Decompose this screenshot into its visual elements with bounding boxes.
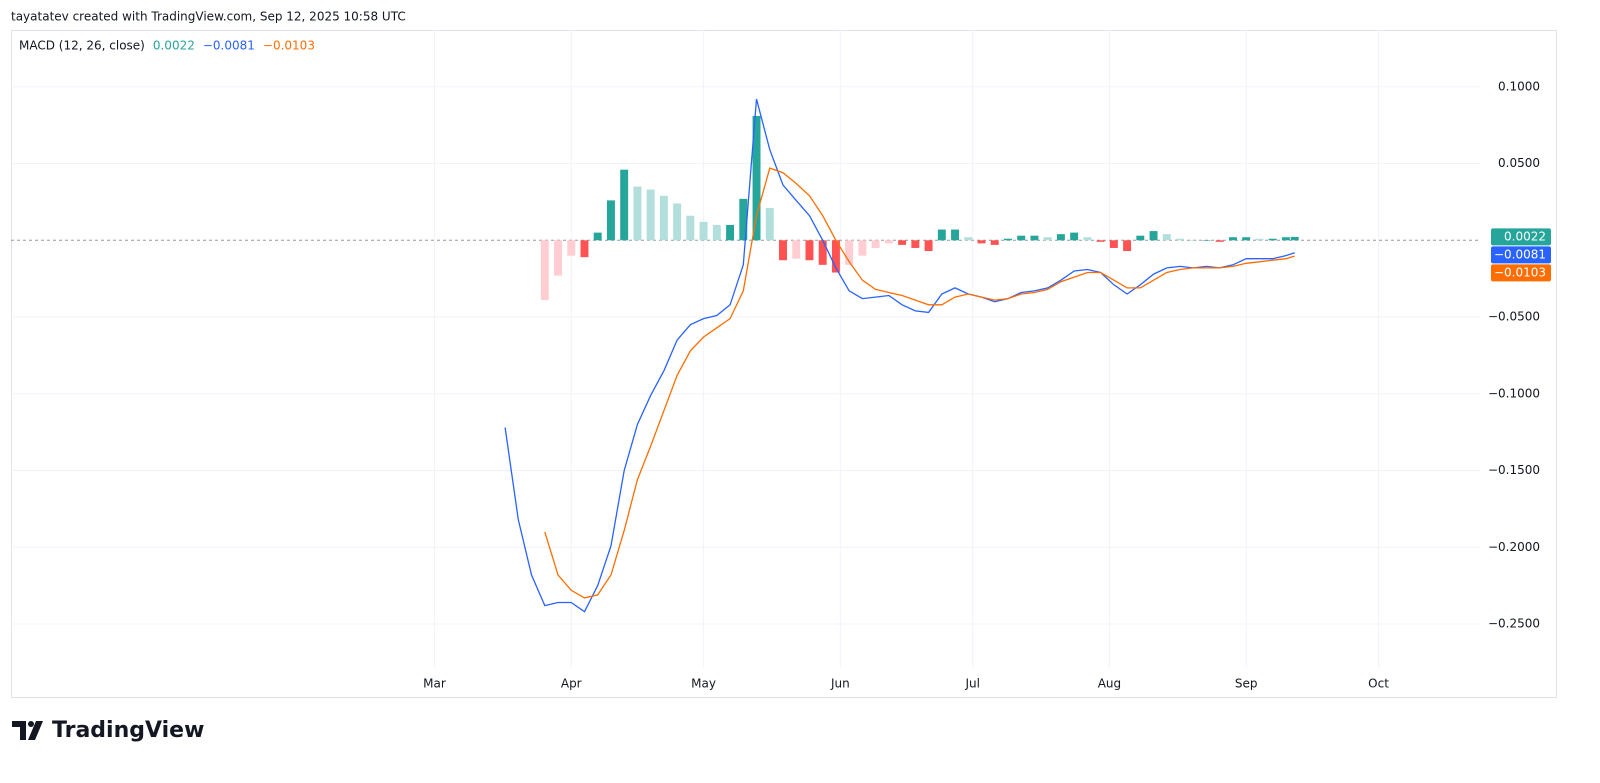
y-tick-label: 0.1000 bbox=[1498, 79, 1540, 93]
histogram-bar bbox=[1004, 238, 1012, 241]
histogram-bar bbox=[580, 240, 589, 258]
plot bbox=[504, 98, 1299, 613]
histogram-bar bbox=[937, 229, 946, 241]
histogram-bar bbox=[606, 200, 615, 241]
legend-title: MACD (12, 26, close) bbox=[19, 39, 145, 53]
histogram-bar bbox=[1162, 234, 1171, 241]
histogram-bar bbox=[977, 240, 986, 244]
histogram-bar bbox=[990, 240, 999, 245]
price-tag bbox=[1491, 264, 1551, 282]
histogram-bar bbox=[818, 240, 827, 265]
histogram-bar bbox=[739, 198, 748, 241]
histogram-bar bbox=[1228, 237, 1237, 241]
histogram-bar bbox=[1189, 240, 1198, 241]
logo: TradingView bbox=[12, 718, 204, 743]
brand: TradingView bbox=[52, 718, 204, 743]
x-tick-label: Jul bbox=[964, 677, 979, 691]
histogram-bar bbox=[699, 221, 708, 241]
histogram-bar bbox=[1149, 231, 1158, 241]
histogram-bar bbox=[1017, 235, 1026, 241]
legend-value: −0.0081 bbox=[203, 39, 255, 53]
histogram-bar bbox=[620, 169, 629, 241]
histogram-bar bbox=[951, 229, 960, 241]
legend-value: −0.0103 bbox=[263, 39, 315, 53]
logo-mark bbox=[28, 721, 43, 740]
histogram-bar bbox=[1242, 237, 1251, 241]
price-tag bbox=[1491, 228, 1551, 246]
histogram-bar bbox=[646, 189, 655, 241]
histogram-bar bbox=[540, 240, 549, 301]
histogram-bar bbox=[554, 240, 562, 276]
x-tick-label: Oct bbox=[1368, 677, 1389, 691]
series-line bbox=[504, 98, 1295, 613]
histogram-bar bbox=[858, 240, 867, 256]
histogram-bar bbox=[1056, 234, 1065, 241]
histogram-bar bbox=[1083, 237, 1092, 241]
x-tick-label: Mar bbox=[423, 677, 446, 691]
histogram-bar bbox=[805, 240, 814, 261]
header-text: tayatatev created with TradingView.com, … bbox=[11, 10, 406, 24]
histogram-bar bbox=[686, 215, 695, 241]
histogram-bar bbox=[1096, 240, 1105, 242]
price-tag bbox=[1491, 246, 1551, 264]
chart-frame bbox=[11, 30, 1557, 698]
histogram-bar bbox=[911, 240, 920, 248]
histogram-bar bbox=[765, 208, 774, 241]
histogram-bar bbox=[1176, 238, 1184, 241]
histogram-bar bbox=[1281, 237, 1290, 241]
histogram-bar bbox=[1268, 238, 1277, 241]
price-tag-label: −0.0103 bbox=[1494, 265, 1546, 279]
y-tick-label: −0.0500 bbox=[1488, 310, 1540, 324]
y-tick-label: −0.1500 bbox=[1488, 463, 1540, 477]
histogram-bar bbox=[1290, 236, 1299, 241]
histogram-bar bbox=[712, 224, 721, 241]
histogram-bar bbox=[1030, 235, 1039, 241]
histogram-bar bbox=[633, 186, 642, 241]
histogram-bar bbox=[1123, 240, 1132, 252]
histogram-bar bbox=[884, 240, 893, 244]
y-tick-label: 0.0500 bbox=[1498, 156, 1540, 170]
x-tick-label: Sep bbox=[1235, 677, 1258, 691]
y-tick-label: −0.1000 bbox=[1488, 386, 1540, 400]
histogram-bar bbox=[752, 115, 761, 241]
histogram-bar bbox=[673, 203, 682, 241]
histogram-bar bbox=[1255, 238, 1264, 241]
legend-value: 0.0022 bbox=[153, 39, 195, 53]
histogram-bar bbox=[659, 195, 668, 241]
y-tick-label: −0.2000 bbox=[1488, 540, 1540, 554]
histogram-bar bbox=[1202, 240, 1211, 241]
legend: MACD (12, 26, close) 0.0022 −0.0081 −0.010… bbox=[19, 39, 315, 53]
histogram-bar bbox=[779, 240, 787, 261]
logo-mark bbox=[28, 721, 34, 727]
histogram-bar bbox=[567, 240, 576, 256]
price-tag-label: 0.0022 bbox=[1504, 229, 1546, 243]
histogram-bar bbox=[871, 240, 880, 248]
histogram-bar bbox=[964, 237, 973, 241]
x-tick-label: Jun bbox=[830, 677, 850, 691]
price-tag-label: −0.0081 bbox=[1494, 247, 1546, 261]
histogram-bar bbox=[845, 240, 854, 265]
series-line bbox=[544, 167, 1295, 599]
histogram-bar bbox=[831, 240, 840, 273]
histogram-bar bbox=[1109, 240, 1118, 248]
x-tick-label: Aug bbox=[1098, 677, 1121, 691]
x-tick-label: May bbox=[691, 677, 716, 691]
histogram-bar bbox=[792, 240, 801, 259]
axes: Mar Apr May Jun Jul Aug Sep Oct 0.1000 0.0500 −0.0… bbox=[423, 79, 1551, 691]
histogram-bar bbox=[1070, 232, 1079, 241]
histogram-bar bbox=[898, 240, 907, 245]
histogram-bar bbox=[924, 240, 933, 252]
histogram-bar bbox=[1043, 237, 1052, 241]
histogram-bar bbox=[1215, 240, 1224, 242]
histogram-bar bbox=[726, 224, 735, 241]
y-tick-label: −0.2500 bbox=[1488, 617, 1540, 631]
x-tick-label: Apr bbox=[561, 677, 582, 691]
histogram-bar bbox=[1136, 235, 1145, 241]
logo-mark bbox=[12, 721, 26, 740]
histogram-bar bbox=[593, 232, 602, 241]
